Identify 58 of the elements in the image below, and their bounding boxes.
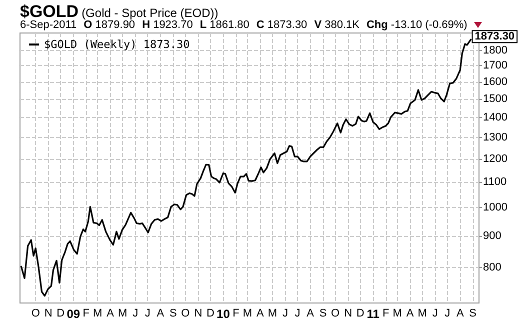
text: O 1879.90	[84, 19, 136, 31]
x-tick-label: S	[169, 308, 177, 320]
x-tick-label: F	[82, 308, 90, 320]
x-tick-label: D	[206, 308, 215, 320]
x-tick-label: M	[268, 308, 278, 320]
x-tick-label: F	[232, 308, 240, 320]
text: 6-Sep-2011	[20, 19, 77, 31]
x-tick-label: D	[356, 308, 364, 320]
x-tick-label: J	[294, 308, 300, 320]
x-tick-label: 09	[66, 307, 80, 321]
x-tick-label: S	[319, 308, 327, 320]
chart-title: $GOLD	[20, 2, 79, 21]
chart-subtitle: (Gold - Spot Price (EOD))	[82, 6, 218, 20]
text: V 380.1K	[314, 19, 360, 31]
text: L 1861.80	[200, 19, 250, 31]
x-tick-label: M	[118, 308, 128, 320]
y-tick-label: 1700	[483, 60, 508, 72]
x-tick-label: A	[256, 308, 265, 320]
x-tick-label: A	[106, 308, 115, 320]
x-tick-label: D	[56, 308, 65, 320]
y-tick-label: 1500	[483, 93, 508, 106]
x-tick-label: A	[156, 308, 165, 320]
x-tick-label: J	[282, 308, 288, 320]
x-tick-label: J	[144, 308, 150, 320]
annotation: 1873.30	[474, 30, 515, 43]
y-tick-label: 1800	[483, 44, 508, 56]
x-tick-label: S	[469, 308, 477, 320]
x-tick-label: M	[418, 308, 427, 320]
x-tick-label: M	[392, 308, 402, 320]
text: H 1923.70	[142, 19, 193, 31]
x-tick-label: M	[242, 308, 252, 320]
y-tick-label: 1200	[483, 152, 508, 165]
x-tick-label: J	[444, 308, 450, 320]
y-tick-label: 1400	[483, 112, 508, 124]
x-tick-label: N	[344, 308, 352, 320]
x-tick-label: O	[181, 308, 190, 320]
text: Chg -13.10 (-0.69%)	[366, 19, 468, 31]
x-tick-label: O	[31, 308, 40, 320]
legend-label: $GOLD (Weekly) 1873.30	[44, 38, 190, 51]
x-tick-label: O	[331, 308, 340, 320]
y-tick-label: 800	[483, 261, 502, 274]
y-tick-label: 1600	[483, 76, 508, 88]
y-tick-label: 1000	[483, 202, 508, 214]
text: C 1873.30	[256, 19, 308, 31]
x-tick-label: N	[194, 308, 202, 320]
x-tick-label: N	[44, 308, 52, 320]
x-tick-label: A	[306, 308, 315, 320]
x-tick-label: 11	[366, 307, 380, 321]
y-tick-label: 900	[483, 230, 502, 242]
y-tick-label: 1100	[483, 176, 507, 188]
x-tick-label: J	[432, 308, 438, 320]
y-tick-label: 1300	[483, 131, 508, 144]
x-tick-label: M	[93, 308, 102, 320]
x-tick-label: A	[456, 308, 464, 320]
x-tick-label: 10	[216, 307, 230, 321]
x-tick-label: A	[406, 308, 414, 320]
x-tick-label: J	[132, 308, 138, 320]
x-tick-label: F	[382, 308, 390, 320]
